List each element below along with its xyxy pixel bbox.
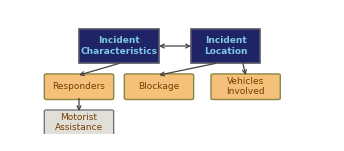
Text: Incident
Location: Incident Location [204, 36, 247, 56]
Text: Vehicles
Involved: Vehicles Involved [226, 77, 265, 96]
FancyBboxPatch shape [79, 29, 159, 63]
Text: Incident
Characteristics: Incident Characteristics [80, 36, 158, 56]
FancyBboxPatch shape [211, 74, 280, 100]
Text: Blockage: Blockage [138, 82, 180, 91]
Text: Responders: Responders [53, 82, 105, 91]
FancyBboxPatch shape [191, 29, 260, 63]
FancyBboxPatch shape [44, 110, 114, 136]
FancyBboxPatch shape [124, 74, 194, 100]
FancyBboxPatch shape [44, 74, 114, 100]
Text: Motorist
Assistance: Motorist Assistance [55, 113, 103, 132]
